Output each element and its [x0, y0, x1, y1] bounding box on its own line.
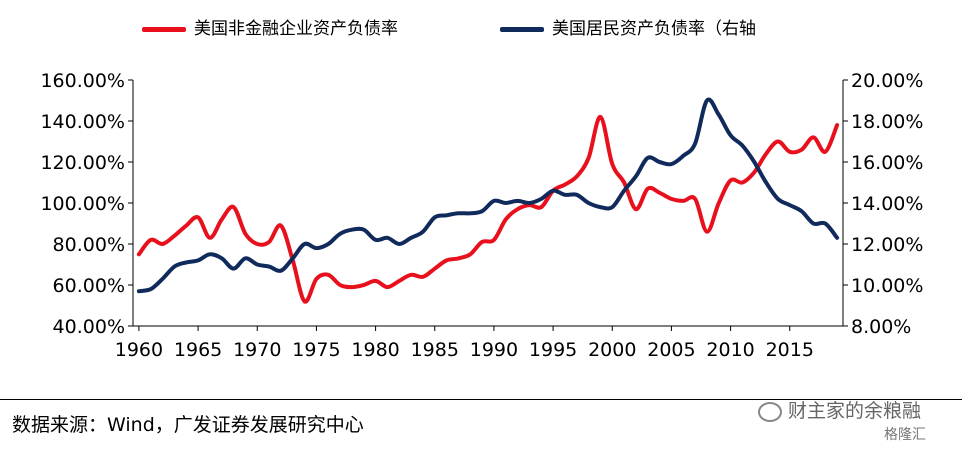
y-right-tick-label: 20.00% [851, 70, 923, 92]
x-tick-label: 2005 [647, 339, 695, 361]
y-right-tick-label: 14.00% [851, 193, 923, 215]
y-left-tick-label: 40.00% [53, 316, 125, 338]
x-tick-label: 1985 [411, 339, 459, 361]
x-tick-label: 1965 [174, 339, 222, 361]
watermark-secondary: 格隆汇 [884, 427, 926, 443]
y-right-tick-label: 12.00% [851, 234, 923, 256]
x-tick-label: 2000 [588, 339, 636, 361]
y-left-tick-label: 60.00% [53, 275, 125, 297]
watermark: 财主家的余粮融 [758, 396, 921, 423]
x-tick-label: 1970 [233, 339, 281, 361]
y-left-tick-label: 140.00% [40, 111, 125, 133]
x-tick-label: 1975 [292, 339, 340, 361]
legend-item-corporate: 美国非金融企业资产负债率 [142, 14, 398, 39]
y-left-tick-label: 160.00% [40, 70, 125, 92]
x-tick-label: 2010 [706, 339, 754, 361]
series-line-corporate [136, 114, 840, 304]
source-note: 数据来源：Wind，广发证券发展研究中心 [12, 414, 364, 436]
source-divider [0, 399, 962, 400]
legend-item-household: 美国居民资产负债率（右轴 [500, 14, 756, 39]
legend-label-household: 美国居民资产负债率（右轴 [552, 19, 756, 39]
x-tick-label: 1990 [470, 339, 518, 361]
y-left-tick-label: 120.00% [40, 152, 125, 174]
series-line-household [136, 97, 840, 294]
watermark-text: 财主家的余粮融 [788, 400, 922, 422]
y-right-tick-label: 10.00% [851, 275, 923, 297]
x-tick-label: 1995 [529, 339, 577, 361]
legend-swatch-navy [500, 26, 544, 32]
x-tick-label: 2015 [766, 339, 814, 361]
wechat-icon [758, 401, 782, 422]
y-right-tick-label: 16.00% [851, 152, 923, 174]
x-tick-label: 1980 [351, 339, 399, 361]
line-chart: 40.00% 60.00% 80.00% 100.00% 120.00% 140.00% 1… [40, 70, 923, 361]
y-right-tick-label: 8.00% [851, 316, 911, 338]
y-left-tick-label: 100.00% [40, 193, 125, 215]
legend-swatch-red [142, 26, 186, 32]
y-right-tick-label: 18.00% [851, 111, 923, 133]
y-left-tick-label: 80.00% [53, 234, 125, 256]
legend-label-corporate: 美国非金融企业资产负债率 [194, 19, 398, 39]
x-tick-label: 1960 [115, 339, 163, 361]
